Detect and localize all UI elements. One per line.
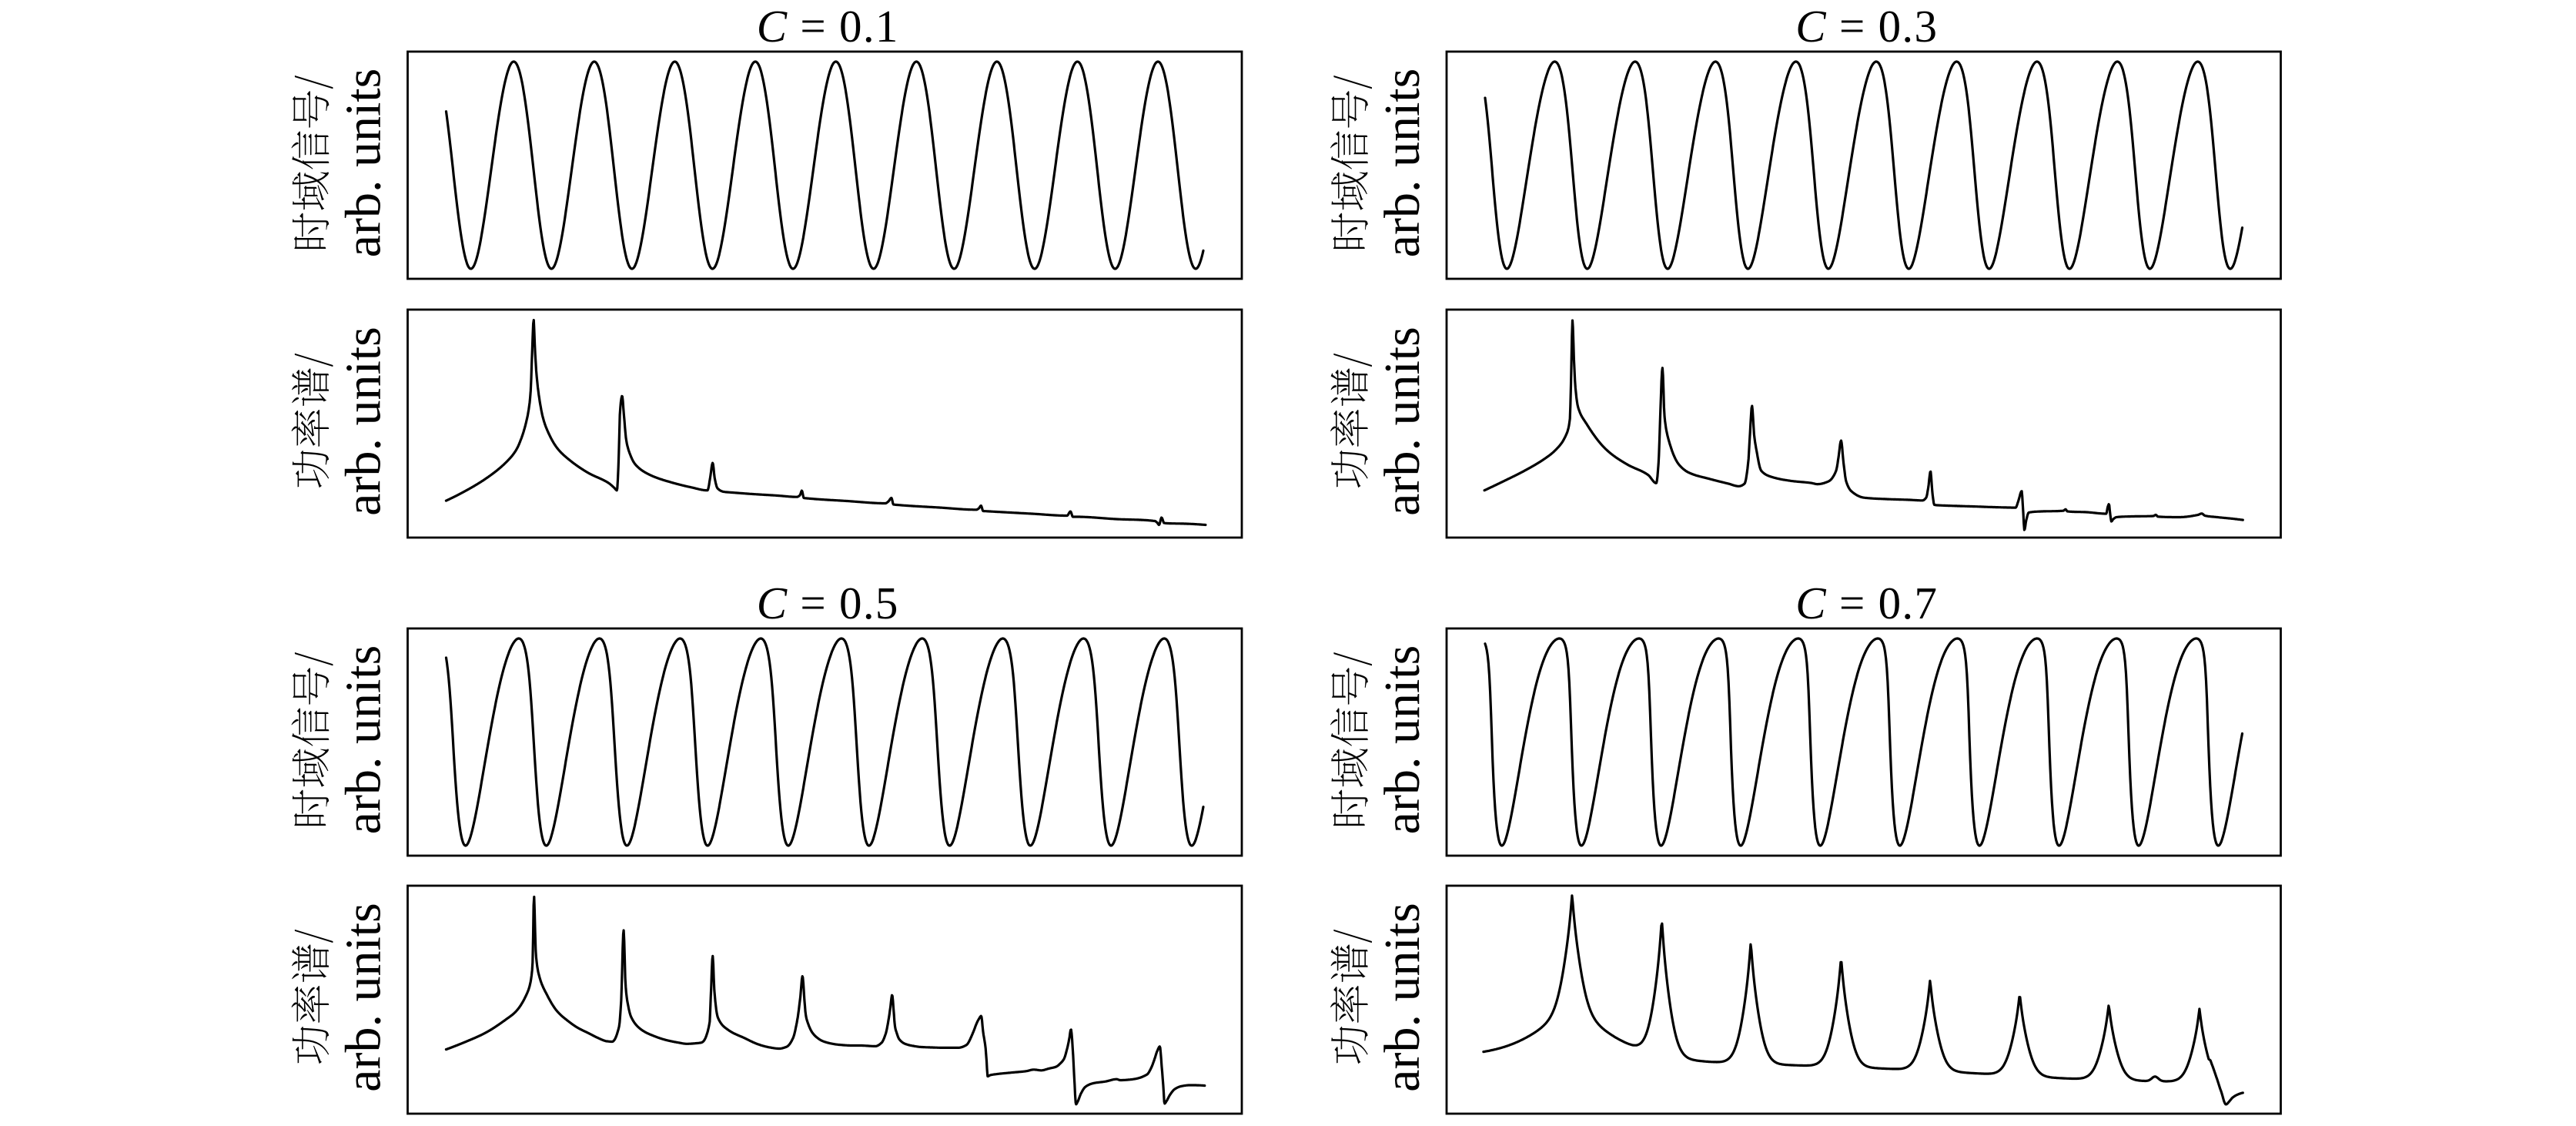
svg-text:C = 0.5: C = 0.5	[757, 578, 899, 628]
svg-text:arb. units: arb. units	[1374, 903, 1430, 1092]
svg-text:C = 0.3: C = 0.3	[1795, 1, 1938, 52]
svg-text:arb. units: arb. units	[1374, 645, 1430, 835]
svg-text:arb. units: arb. units	[336, 645, 392, 835]
svg-text:arb. units: arb. units	[336, 903, 392, 1092]
svg-text:arb. units: arb. units	[1374, 327, 1430, 516]
svg-text:C = 0.7: C = 0.7	[1795, 578, 1938, 628]
svg-text:arb. units: arb. units	[1374, 69, 1430, 258]
svg-text:C = 0.1: C = 0.1	[757, 1, 899, 52]
svg-text:arb. units: arb. units	[336, 69, 392, 258]
svg-text:arb. units: arb. units	[336, 327, 392, 516]
